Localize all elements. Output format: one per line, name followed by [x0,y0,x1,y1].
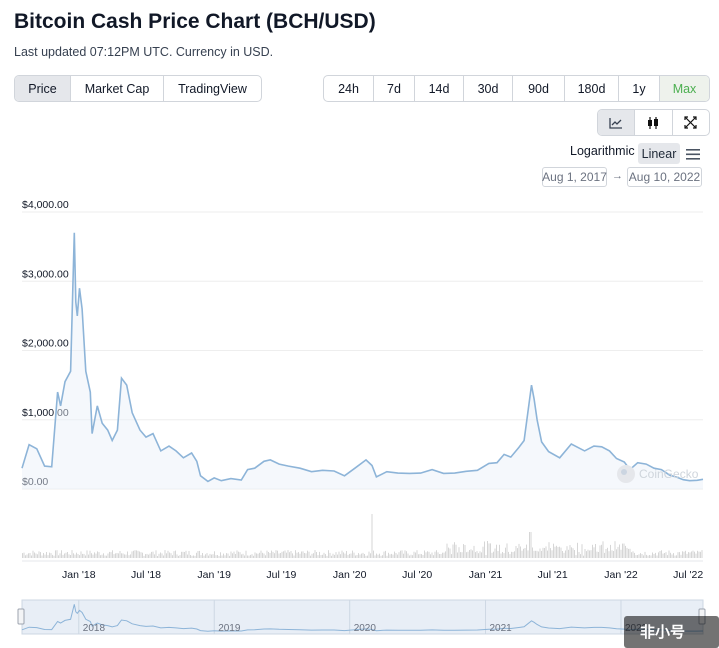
linear-toggle[interactable]: Linear [638,143,680,164]
coingecko-watermark: CoinGecko [617,465,699,483]
x-tick-label-1: Jul '18 [131,569,161,581]
date-from-input[interactable]: Aug 1, 2017 [542,167,607,187]
x-tick-label-3: Jul '19 [266,569,296,581]
x-tick-label-7: Jul '21 [538,569,568,581]
grid-lines [22,211,703,490]
range-7d[interactable]: 7d [374,76,415,101]
navigator-label-0: 2018 [83,623,106,634]
x-tick-label-4: Jan '20 [333,569,367,581]
line-chart-icon[interactable] [598,110,636,135]
x-tick-label-9: Jul '22 [673,569,703,581]
x-tick-label-2: Jan '19 [197,569,231,581]
date-to-input[interactable]: Aug 10, 2022 [627,167,702,187]
range-180d[interactable]: 180d [565,76,619,101]
y-tick-label-1: $1,000.00 [22,407,69,419]
corner-watermark-text: 非小号 [640,623,685,641]
x-tick-label-0: Jan '18 [62,569,96,581]
tab-tradingview[interactable]: TradingView [178,81,247,96]
range-14d[interactable]: 14d [415,76,464,101]
x-tick-label-8: Jan '22 [604,569,638,581]
x-tick-label-5: Jul '20 [402,569,432,581]
range-30d[interactable]: 30d [464,76,513,101]
watermark-text: CoinGecko [639,467,699,481]
y-tick-label-3: $3,000.00 [22,268,69,280]
navigator-label-1: 2019 [218,623,241,634]
navigator-label-2: 2020 [354,623,377,634]
price-area [22,232,703,490]
volume-bars [22,514,703,558]
y-tick-label-0: $0.00 [22,476,48,488]
tab-price[interactable]: Price [15,76,71,101]
range-navigator[interactable]: 20182019202020212022 [17,599,706,635]
chart-type-tools [597,109,710,136]
logarithmic-toggle[interactable]: Logarithmic [570,144,635,158]
corner-watermark: 非小号 [624,616,719,648]
y-tick-label-2: $2,000.00 [22,338,69,350]
navigator-label-3: 2021 [490,623,513,634]
candlestick-icon[interactable] [635,110,673,135]
navigator-window [21,599,704,635]
navigator-line [21,604,704,632]
y-axis-labels: $0.00 $1,000.00 $2,000.00 $3,000.00 $4,000.0… [22,199,69,488]
x-tick-label-6: Jan '21 [469,569,503,581]
range-90d[interactable]: 90d [513,76,565,101]
y-tick-label-4: $4,000.00 [22,199,69,211]
price-line [21,232,704,483]
page-title: Bitcoin Cash Price Chart (BCH/USD) [14,10,376,33]
menu-icon[interactable] [686,147,700,165]
range-max[interactable]: Max [660,76,709,101]
navigator-left-handle[interactable] [17,608,25,625]
tab-market-cap[interactable]: Market Cap [71,76,164,101]
x-axis-labels: Jan '18 Jul '18 Jan '19 Jul '19 Jan '20 Jul '… [62,569,703,581]
range-1y[interactable]: 1y [619,76,660,101]
view-tabs: Price Market Cap TradingView [14,75,262,102]
last-updated-text: Last updated 07:12PM UTC. Currency in US… [14,45,274,59]
fullscreen-icon[interactable] [673,110,709,135]
arrow-right-icon: → [612,170,623,182]
range-24h[interactable]: 24h [324,76,374,101]
range-tabs: 24h 7d 14d 30d 90d 180d 1y Max [323,75,710,102]
